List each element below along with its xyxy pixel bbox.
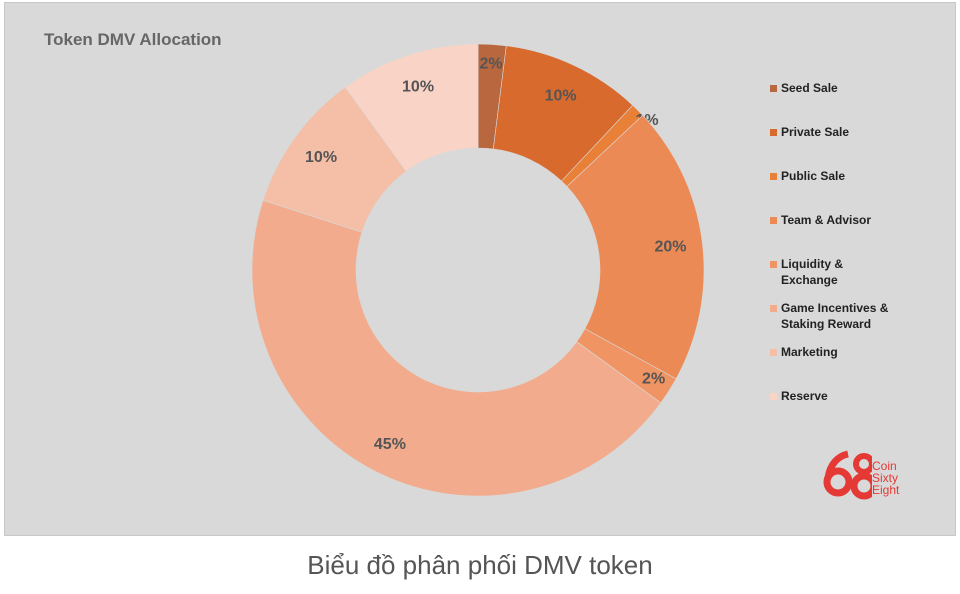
legend-swatch (770, 349, 777, 356)
legend-swatch (770, 173, 777, 180)
legend-item: Public Sale (770, 168, 845, 184)
legend-label: Seed Sale (781, 81, 838, 95)
legend-swatch (770, 305, 777, 312)
donut-chart: 2%10%1%20%2%45%10%10% (251, 43, 705, 497)
data-label: 2% (479, 55, 502, 72)
legend-item: Seed Sale (770, 80, 838, 96)
data-label: 20% (654, 239, 686, 256)
legend-item: Reserve (770, 388, 828, 404)
legend-label: Reserve (781, 389, 828, 403)
legend-label: Public Sale (781, 169, 846, 183)
pie-slice-team-advisor (566, 114, 705, 380)
legend-item: Team & Advisor (770, 212, 871, 228)
coin-sixty-eight-logo: Coin Sixty Eight (822, 450, 942, 514)
legend-item: Private Sale (770, 124, 849, 140)
legend-item: Marketing (770, 344, 838, 360)
chart-title: Token DMV Allocation (44, 30, 222, 49)
legend-label: Game Incentives & Staking Reward (781, 301, 889, 331)
data-label: 10% (402, 78, 434, 95)
pie-slice-reserve (344, 43, 479, 172)
legend-label: Liquidity & Exchange (781, 257, 843, 287)
pie-slice-game-incentives-staking-reward (251, 199, 662, 497)
legend-swatch (770, 129, 777, 136)
data-label: 2% (642, 370, 665, 387)
legend-item: Game Incentives & Staking Reward (770, 300, 888, 332)
legend-label: Team & Advisor (781, 213, 872, 227)
legend-swatch (770, 85, 777, 92)
logo-68-mark (823, 450, 878, 500)
data-label: 10% (545, 87, 577, 104)
legend-label: Private Sale (781, 125, 850, 139)
logo-text: Coin Sixty Eight (872, 459, 900, 497)
legend-swatch (770, 261, 777, 268)
data-label: 10% (305, 149, 337, 166)
data-label: 45% (374, 436, 406, 453)
legend-label: Marketing (781, 345, 838, 359)
legend-swatch (770, 217, 777, 224)
figure-caption: Biểu đồ phân phối DMV token (307, 550, 653, 580)
legend-swatch (770, 393, 777, 400)
legend-item: Liquidity & Exchange (770, 256, 843, 288)
